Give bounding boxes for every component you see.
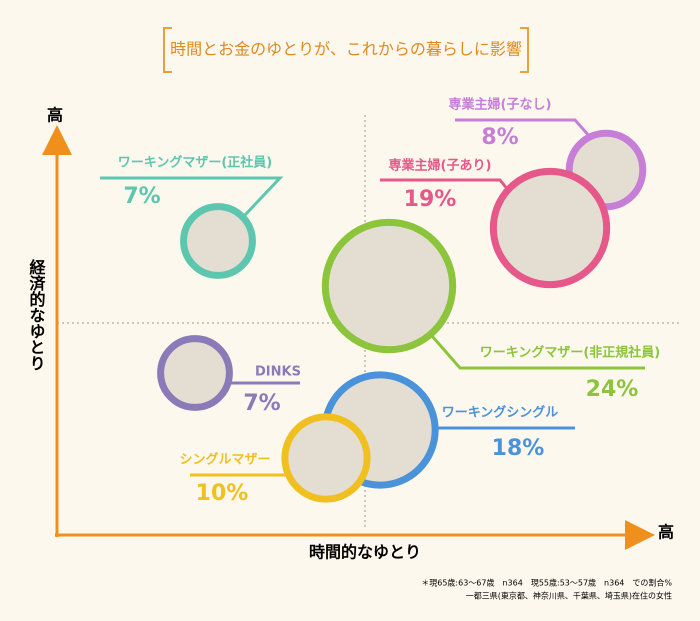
- bubble-label: ワーキングマザー(正社員): [118, 155, 273, 171]
- value-label: 7%: [123, 184, 160, 209]
- bubble-label: DINKS: [255, 365, 301, 380]
- chart-title: 時間とお金のゆとりが、これからの暮らしに影響: [170, 40, 522, 59]
- note: 一都三県(東京都、神奈川県、千葉県、埼玉県)在住の女性: [466, 591, 672, 601]
- connector: [455, 118, 600, 147]
- connector: [430, 335, 645, 370]
- y-high: 高: [47, 106, 63, 125]
- connector: [100, 176, 284, 217]
- x-axis-label: 時間的なゆとり: [309, 543, 421, 562]
- bubble-label: 専業主婦(子なし): [449, 97, 552, 113]
- bubble: [157, 335, 233, 411]
- bubble-label: シングルマザー: [179, 452, 270, 468]
- bubble-label: ワーキングマザー(非正規社員): [480, 345, 661, 361]
- title-frame: [163, 27, 529, 73]
- y-axis-label: 経済的なゆとり: [27, 258, 46, 371]
- value-label: 24%: [586, 377, 639, 402]
- value-label: 8%: [481, 125, 518, 150]
- x-high: 高: [658, 523, 674, 542]
- value-label: 10%: [196, 481, 249, 506]
- bubble: [321, 218, 457, 354]
- value-label: 19%: [404, 187, 457, 212]
- bubble: [489, 167, 611, 289]
- note: ＊現65歳:63〜67歳 n364 現55歳:53〜57歳 n364 での割合%: [421, 578, 672, 588]
- bubble-label: 専業主婦(子あり): [389, 158, 492, 174]
- bubble: [281, 413, 371, 503]
- value-label: 18%: [492, 436, 545, 461]
- bubble: [180, 203, 256, 279]
- bubble-label: ワーキングシングル: [442, 405, 559, 421]
- value-label: 7%: [243, 391, 280, 416]
